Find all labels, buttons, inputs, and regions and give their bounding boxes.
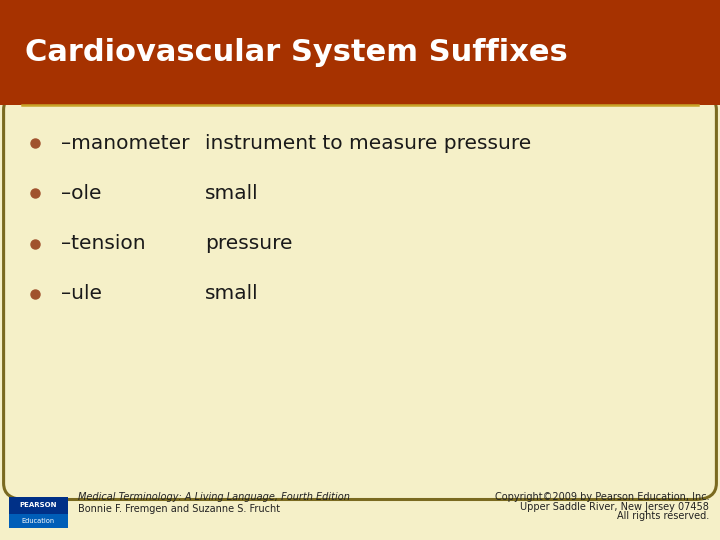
Text: small: small [205,184,258,203]
Text: –ole: –ole [61,184,102,203]
Text: –ule: –ule [61,284,102,303]
Text: Copyright©2009 by Pearson Education, Inc.: Copyright©2009 by Pearson Education, Inc… [495,492,709,502]
Text: Upper Saddle River, New Jersey 07458: Upper Saddle River, New Jersey 07458 [521,502,709,511]
FancyBboxPatch shape [4,93,716,500]
Text: small: small [205,284,258,303]
Text: Cardiovascular System Suffixes: Cardiovascular System Suffixes [25,38,568,67]
Text: pressure: pressure [205,234,293,253]
Text: –manometer: –manometer [61,133,189,153]
Text: All rights reserved.: All rights reserved. [617,511,709,521]
Text: Bonnie F. Fremgen and Suzanne S. Frucht: Bonnie F. Fremgen and Suzanne S. Frucht [78,504,281,514]
Text: PEARSON: PEARSON [19,502,57,508]
FancyBboxPatch shape [0,0,720,105]
Text: –tension: –tension [61,234,146,253]
Text: Education: Education [22,518,55,524]
Text: Medical Terminology: A Living Language, Fourth Edition: Medical Terminology: A Living Language, … [78,492,351,502]
FancyBboxPatch shape [9,497,68,514]
FancyBboxPatch shape [9,514,68,528]
Text: instrument to measure pressure: instrument to measure pressure [205,133,531,153]
